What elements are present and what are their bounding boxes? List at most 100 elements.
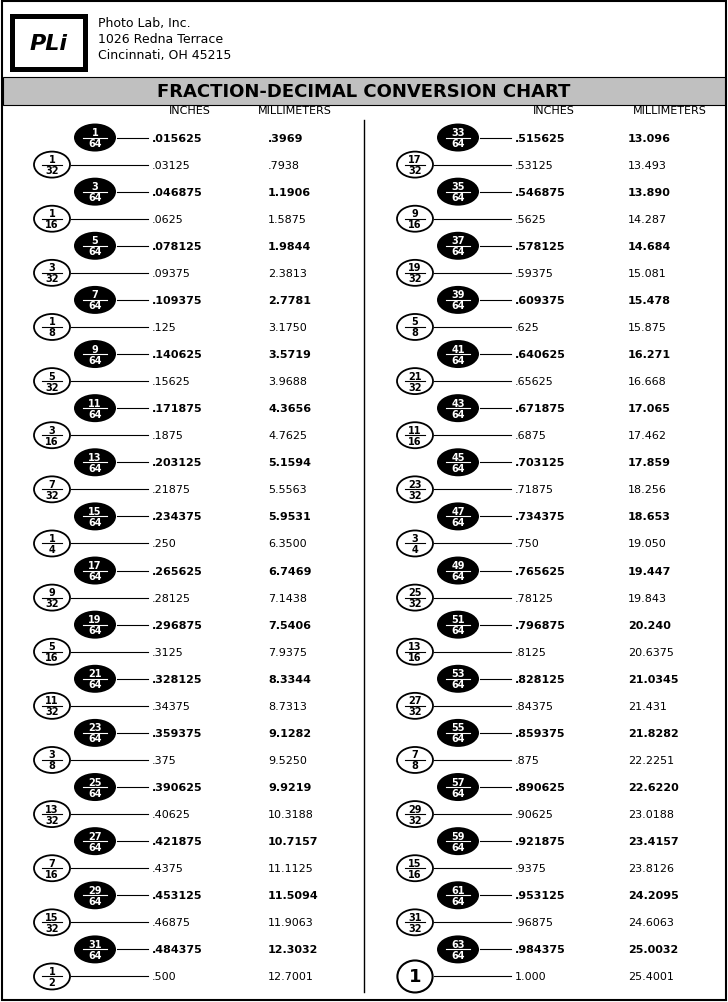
Text: 16: 16 (408, 436, 422, 446)
Text: 9: 9 (411, 209, 419, 219)
Text: 15.478: 15.478 (628, 296, 671, 306)
Text: 32: 32 (45, 598, 59, 608)
Text: .9375: .9375 (515, 864, 547, 874)
Ellipse shape (437, 287, 479, 315)
Text: 64: 64 (88, 896, 102, 906)
Ellipse shape (437, 449, 479, 477)
Text: .46875: .46875 (152, 918, 191, 928)
Text: 13.493: 13.493 (628, 160, 667, 170)
Text: 64: 64 (451, 193, 464, 203)
Ellipse shape (397, 261, 433, 287)
Ellipse shape (397, 585, 433, 611)
Text: .84375: .84375 (515, 701, 554, 711)
Text: .40625: .40625 (152, 810, 191, 820)
Text: 32: 32 (408, 706, 422, 716)
Text: .96875: .96875 (515, 918, 554, 928)
Text: Cincinnati, OH 45215: Cincinnati, OH 45215 (98, 49, 232, 62)
Text: .71875: .71875 (515, 485, 554, 495)
Text: .78125: .78125 (515, 593, 554, 603)
Bar (15, 20, 83, 68)
Text: 21.431: 21.431 (628, 701, 667, 711)
Text: 9.5250: 9.5250 (268, 756, 307, 766)
Text: .859375: .859375 (515, 728, 566, 738)
Text: .078125: .078125 (152, 241, 202, 252)
Text: 49: 49 (451, 560, 464, 570)
Text: 32: 32 (45, 923, 59, 933)
Ellipse shape (74, 774, 116, 802)
Text: .109375: .109375 (152, 296, 202, 306)
Text: 5: 5 (49, 371, 55, 381)
Text: 64: 64 (88, 788, 102, 798)
Ellipse shape (437, 828, 479, 856)
Text: 9.1282: 9.1282 (268, 728, 311, 738)
Text: .765625: .765625 (515, 566, 566, 576)
Text: .703125: .703125 (515, 458, 566, 468)
Text: 3.1750: 3.1750 (268, 323, 306, 333)
Text: 64: 64 (451, 788, 464, 798)
Text: 43: 43 (451, 398, 464, 408)
Text: 39: 39 (451, 291, 464, 301)
Text: 51: 51 (451, 614, 464, 624)
Text: .0625: .0625 (152, 214, 183, 224)
Text: .015625: .015625 (152, 133, 202, 143)
Text: 6.7469: 6.7469 (268, 566, 312, 576)
Text: 7.9375: 7.9375 (268, 647, 307, 657)
Text: 15: 15 (408, 858, 422, 868)
Bar (3, 78, 725, 106)
Text: 16: 16 (45, 652, 59, 662)
Text: .734375: .734375 (515, 512, 566, 522)
Text: 1: 1 (49, 966, 55, 976)
Ellipse shape (34, 477, 70, 503)
Text: 1: 1 (49, 155, 55, 165)
Ellipse shape (397, 961, 432, 992)
Ellipse shape (397, 206, 433, 232)
Text: 32: 32 (408, 923, 422, 933)
Ellipse shape (397, 856, 433, 882)
Text: .7938: .7938 (268, 160, 300, 170)
Text: 8: 8 (49, 761, 55, 771)
Text: 7: 7 (49, 479, 55, 489)
Text: 12.3032: 12.3032 (268, 945, 318, 955)
Text: 19: 19 (408, 264, 422, 274)
Text: .203125: .203125 (152, 458, 202, 468)
Text: 19.447: 19.447 (628, 566, 671, 576)
Text: 4.7625: 4.7625 (268, 431, 307, 441)
Text: 64: 64 (451, 517, 464, 527)
Ellipse shape (437, 774, 479, 802)
Text: 29: 29 (88, 885, 102, 895)
Ellipse shape (74, 719, 116, 747)
Text: .500: .500 (152, 972, 177, 982)
Ellipse shape (437, 719, 479, 747)
Text: 2: 2 (49, 977, 55, 987)
Text: 21: 21 (88, 668, 102, 678)
Text: 1: 1 (49, 209, 55, 219)
Text: 16: 16 (408, 869, 422, 879)
Text: 64: 64 (451, 625, 464, 635)
Text: 21.0345: 21.0345 (628, 674, 678, 684)
Text: 64: 64 (451, 571, 464, 581)
Bar (10, 15, 88, 73)
Text: .8125: .8125 (515, 647, 547, 657)
Text: 10.3188: 10.3188 (268, 810, 314, 820)
Text: 3: 3 (49, 425, 55, 435)
Text: 7: 7 (411, 749, 419, 760)
Text: 55: 55 (451, 722, 464, 732)
Text: 64: 64 (451, 842, 464, 852)
Text: 15.081: 15.081 (628, 269, 667, 279)
Ellipse shape (34, 910, 70, 936)
Text: 15.875: 15.875 (628, 323, 667, 333)
Ellipse shape (34, 747, 70, 774)
Text: 13: 13 (88, 452, 102, 462)
Text: INCHES: INCHES (169, 106, 211, 116)
Ellipse shape (34, 261, 70, 287)
Text: 5.5563: 5.5563 (268, 485, 306, 495)
Text: 16: 16 (45, 436, 59, 446)
Text: .6875: .6875 (515, 431, 547, 441)
Text: 21.8282: 21.8282 (628, 728, 678, 738)
Text: 12.7001: 12.7001 (268, 972, 314, 982)
Text: 7.5406: 7.5406 (268, 620, 311, 630)
Text: 16: 16 (408, 220, 422, 230)
Ellipse shape (74, 449, 116, 477)
Ellipse shape (74, 828, 116, 856)
Text: 32: 32 (408, 275, 422, 284)
